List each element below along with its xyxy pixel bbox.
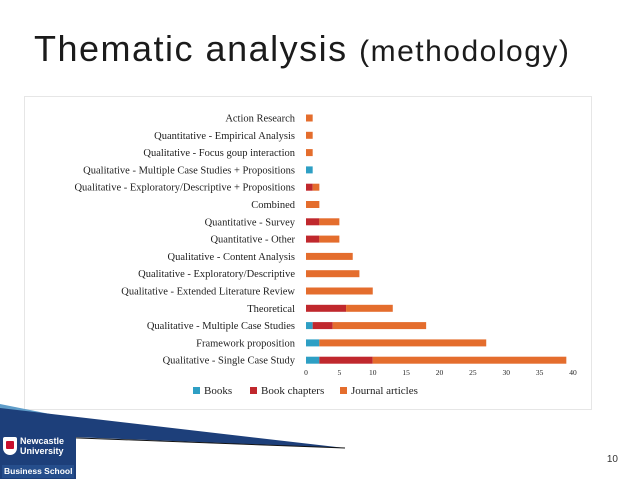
bar-journal-articles-qualitative-single-case-study bbox=[372, 356, 567, 364]
bar-journal-articles-quantitative-survey bbox=[319, 218, 340, 226]
stacked-bar-chart: Action Research Quantitative - Empirical … bbox=[74, 114, 577, 398]
category-label-quantitative-empirical-analysis: Quantitative - Empirical Analysis bbox=[154, 131, 295, 142]
bar-journal-articles-qualitative-exploratory-descriptive-propositions bbox=[312, 183, 320, 191]
page-number: 10 bbox=[606, 454, 618, 465]
bar-journal-articles-qualitative-multiple-case-studies bbox=[332, 322, 427, 330]
bar-journal-articles-quantitative-other bbox=[319, 235, 340, 243]
bar-journal-articles-framework-proposition bbox=[319, 339, 487, 347]
bar-journal-articles-qualitative-exploratory-descriptive bbox=[306, 270, 360, 278]
legend-label-books: Books bbox=[204, 385, 232, 397]
slide-title-paren: (methodology) bbox=[359, 35, 571, 68]
category-label-quantitative-other: Quantitative - Other bbox=[210, 235, 295, 246]
chart-panel: Action Research Quantitative - Empirical … bbox=[24, 96, 592, 410]
legend-label-book-chapters: Book chapters bbox=[261, 385, 324, 397]
bar-books-qualitative-single-case-study bbox=[306, 356, 320, 364]
x-tick-label-10: 10 bbox=[369, 368, 377, 377]
x-tick-label-5: 5 bbox=[338, 368, 342, 377]
bar-book-chapters-qualitative-multiple-case-studies bbox=[312, 322, 333, 330]
category-label-qualitative-multiple-case-studies-propositions: Qualitative - Multiple Case Studies + Pr… bbox=[83, 165, 295, 176]
category-label-qualitative-extended-literature-review: Qualitative - Extended Literature Review bbox=[121, 287, 295, 298]
legend-swatch-journal-articles bbox=[340, 387, 347, 394]
category-label-qualitative-content-analysis: Qualitative - Content Analysis bbox=[168, 252, 295, 263]
bar-journal-articles-qualitative-content-analysis bbox=[306, 252, 353, 260]
x-tick-label-35: 35 bbox=[536, 368, 544, 377]
legend-swatch-books bbox=[193, 387, 200, 394]
logo-line-2: University bbox=[20, 446, 64, 456]
logo-line-1: Newcastle bbox=[20, 436, 65, 446]
x-tick-label-40: 40 bbox=[569, 368, 577, 377]
x-tick-label-25: 25 bbox=[469, 368, 477, 377]
category-label-qualitative-exploratory-descriptive-propositions: Qualitative - Exploratory/Descriptive + … bbox=[74, 183, 295, 194]
university-logo: Newcastle University Business School bbox=[0, 432, 76, 479]
legend-swatch-book-chapters bbox=[250, 387, 257, 394]
slide-title-main: Thematic analysis bbox=[34, 28, 360, 69]
bottom-decoration bbox=[0, 404, 346, 449]
category-label-action-research: Action Research bbox=[225, 114, 295, 125]
bar-books-qualitative-multiple-case-studies bbox=[306, 322, 313, 330]
category-label-combined: Combined bbox=[251, 200, 295, 211]
category-label-framework-proposition: Framework proposition bbox=[196, 338, 296, 349]
bar-journal-articles-combined bbox=[306, 201, 320, 208]
category-label-qualitative-focus-goup-interaction: Qualitative - Focus goup interaction bbox=[143, 148, 295, 159]
x-tick-label-20: 20 bbox=[436, 368, 444, 377]
category-label-qualitative-exploratory-descriptive: Qualitative - Exploratory/Descriptive bbox=[138, 269, 295, 280]
x-tick-label-15: 15 bbox=[402, 368, 410, 377]
bar-books-qualitative-multiple-case-studies-propositions bbox=[306, 166, 313, 174]
bar-book-chapters-qualitative-single-case-study bbox=[319, 356, 373, 364]
bar-journal-articles-theoretical bbox=[346, 304, 393, 312]
bar-journal-articles-quantitative-empirical-analysis bbox=[306, 131, 313, 139]
bar-book-chapters-quantitative-survey bbox=[306, 218, 320, 226]
category-label-qualitative-multiple-case-studies: Qualitative - Multiple Case Studies bbox=[147, 321, 295, 332]
x-tick-label-0: 0 bbox=[304, 368, 308, 377]
category-label-qualitative-single-case-study: Qualitative - Single Case Study bbox=[163, 356, 296, 367]
bar-journal-articles-qualitative-extended-literature-review bbox=[306, 287, 373, 295]
slide-title: Thematic analysis (methodology) bbox=[34, 28, 570, 70]
bar-book-chapters-quantitative-other bbox=[306, 235, 320, 243]
deco-stripe-dark bbox=[0, 408, 345, 448]
bar-journal-articles-qualitative-focus-goup-interaction bbox=[306, 149, 313, 157]
bar-books-framework-proposition bbox=[306, 339, 320, 347]
x-tick-label-30: 30 bbox=[503, 368, 511, 377]
bar-journal-articles-action-research bbox=[306, 114, 313, 122]
crest-icon bbox=[3, 437, 17, 455]
bar-book-chapters-theoretical bbox=[306, 304, 347, 312]
logo-line-3: Business School bbox=[2, 465, 74, 478]
legend-label-journal-articles: Journal articles bbox=[351, 385, 418, 397]
category-label-theoretical: Theoretical bbox=[247, 304, 295, 315]
bar-book-chapters-qualitative-exploratory-descriptive-propositions bbox=[306, 183, 313, 191]
category-label-quantitative-survey: Quantitative - Survey bbox=[205, 217, 296, 228]
